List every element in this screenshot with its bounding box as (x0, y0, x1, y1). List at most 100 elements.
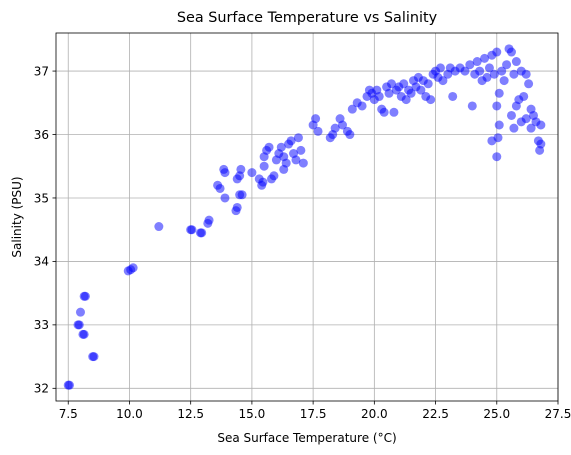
data-point (438, 76, 448, 86)
data-point (435, 63, 445, 73)
grid (56, 33, 559, 401)
data-point (197, 228, 207, 238)
y-tick-label: 36 (34, 128, 49, 142)
x-tick-label: 17.5 (300, 407, 327, 421)
data-point (293, 133, 303, 143)
data-point (416, 85, 426, 95)
data-point (237, 190, 247, 200)
x-axis-label: Sea Surface Temperature (°C) (217, 431, 396, 445)
data-point (220, 168, 230, 178)
data-point (64, 380, 74, 390)
data-point (506, 47, 516, 57)
data-point (232, 202, 242, 212)
data-point (426, 95, 436, 105)
data-point (497, 66, 507, 76)
data-point (475, 66, 485, 76)
data-point (494, 120, 504, 130)
x-tick-label: 7.5 (59, 407, 78, 421)
data-point (154, 222, 164, 232)
data-point (492, 152, 502, 162)
data-point (524, 79, 534, 89)
data-point (291, 155, 301, 165)
data-point (460, 66, 470, 76)
data-point (347, 104, 357, 114)
y-tick-label: 32 (34, 382, 49, 396)
data-point (89, 352, 99, 362)
data-point (386, 79, 396, 89)
data-point (467, 101, 477, 111)
data-point (79, 329, 89, 339)
x-tick-label: 25.0 (483, 407, 510, 421)
data-point (286, 136, 296, 146)
data-point (311, 114, 321, 124)
data-point (296, 145, 306, 155)
data-point (509, 123, 519, 133)
x-tick-label: 22.5 (422, 407, 449, 421)
data-point (521, 69, 531, 79)
data-point (204, 215, 214, 225)
data-point (80, 291, 90, 301)
data-point (374, 91, 384, 101)
plot-area-frame (55, 32, 559, 402)
data-point (74, 320, 84, 330)
data-point (493, 133, 503, 143)
data-point (499, 76, 509, 86)
axis-ticks: 7.5 10.0 12.5 15.0 17.5 20.0 22.5 25.0 27.5 32 33 3… (34, 64, 571, 421)
data-point (269, 171, 279, 181)
data-point (276, 142, 286, 152)
data-point (259, 161, 269, 171)
data-point (220, 193, 230, 203)
data-point (247, 168, 257, 178)
data-point (187, 225, 197, 235)
y-axis-label: Salinity (PSU) (10, 176, 24, 257)
y-tick-label: 34 (34, 255, 49, 269)
data-point (526, 123, 536, 133)
data-point (536, 120, 546, 130)
scatter-points (63, 44, 546, 390)
data-point (399, 79, 409, 89)
data-point (521, 114, 531, 124)
x-tick-label: 20.0 (361, 407, 388, 421)
data-point (298, 158, 308, 168)
data-point (506, 110, 516, 120)
data-point (536, 139, 546, 149)
data-point (494, 88, 504, 98)
data-point (281, 158, 291, 168)
data-point (236, 164, 246, 174)
data-point (330, 123, 340, 133)
data-point (128, 263, 138, 273)
x-tick-label: 10.0 (116, 407, 143, 421)
data-point (489, 69, 499, 79)
data-point (338, 120, 348, 130)
data-point (465, 60, 475, 70)
data-point (389, 107, 399, 117)
data-point (384, 88, 394, 98)
data-point (215, 183, 225, 193)
data-point (313, 126, 323, 136)
x-tick-label: 15.0 (239, 407, 266, 421)
data-point (264, 142, 274, 152)
data-point (519, 91, 529, 101)
y-tick-label: 33 (34, 318, 49, 332)
data-point (502, 60, 512, 70)
data-point (258, 177, 268, 187)
chart-title: Sea Surface Temperature vs Salinity (177, 10, 438, 26)
data-point (472, 57, 482, 67)
data-point (511, 57, 521, 67)
data-point (509, 69, 519, 79)
data-point (423, 79, 433, 89)
data-point (448, 91, 458, 101)
y-tick-label: 37 (34, 64, 49, 78)
data-point (482, 72, 492, 82)
data-point (345, 130, 355, 140)
data-point (492, 101, 502, 111)
data-point (75, 307, 85, 317)
data-point (484, 63, 494, 73)
data-point (401, 95, 411, 105)
data-point (492, 47, 502, 57)
data-point (379, 107, 389, 117)
y-tick-label: 35 (34, 191, 49, 205)
x-tick-label: 12.5 (177, 407, 204, 421)
x-tick-label: 27.5 (545, 407, 571, 421)
